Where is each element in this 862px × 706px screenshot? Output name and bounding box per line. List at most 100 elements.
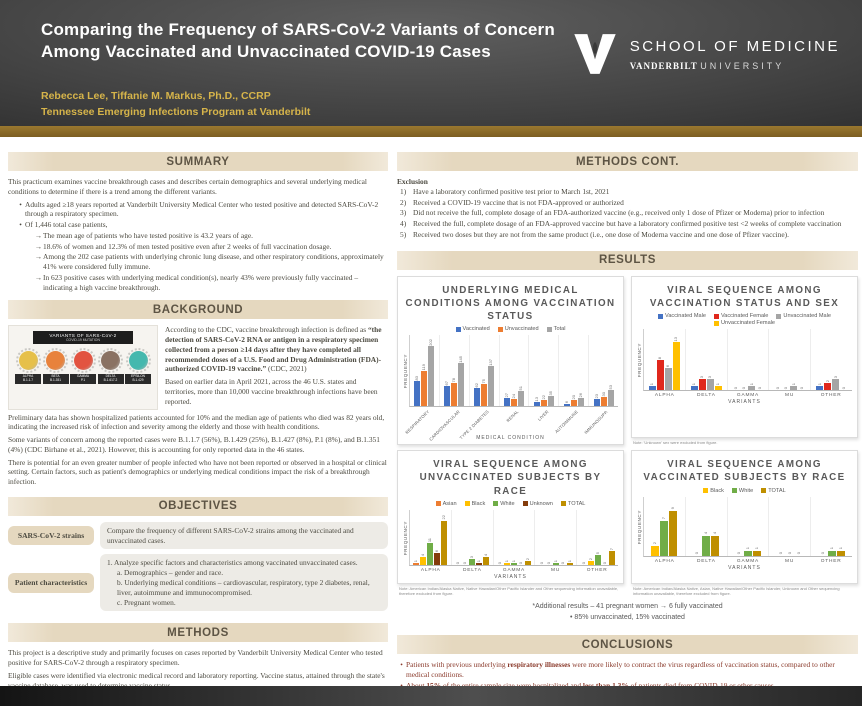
bar-wrap: 30 xyxy=(600,392,607,407)
x-axis-title: VARIANTS xyxy=(494,573,527,580)
bar-wrap: 3 xyxy=(832,376,840,391)
chart-title: VIRAL SEQUENCE AMONG VACCINATED SUBJECTS… xyxy=(643,459,846,484)
bar-wrap: 6 xyxy=(563,401,570,407)
bar-value-label: 0 xyxy=(819,552,825,555)
bar-wrap: 0 xyxy=(546,562,552,565)
list-marker: 4) xyxy=(400,219,407,229)
section-summary: SUMMARY This practicum examines vaccine … xyxy=(8,152,388,293)
bar-wrap: 83 xyxy=(414,376,421,407)
bar xyxy=(664,368,672,391)
bar xyxy=(593,399,600,407)
summary-list: • Adults aged ≥18 years reported at Vande… xyxy=(8,200,388,293)
bar xyxy=(711,535,720,556)
cdc-definition-paragraph: According to the CDC, vaccine breakthrou… xyxy=(165,325,388,374)
bar-value-label: 1 xyxy=(715,382,721,386)
x-axis-title: VARIANTS xyxy=(728,399,761,406)
bar xyxy=(790,386,798,391)
bar-value-label: 9 xyxy=(670,507,676,510)
bar-wrap: 0 xyxy=(777,552,785,555)
bar-wrap: 0 xyxy=(539,562,545,565)
bar-value-label: 1 xyxy=(790,382,796,386)
methods-para2: Eligible cases were identified via elect… xyxy=(8,670,385,690)
bar-value-label: 0 xyxy=(777,552,783,555)
bar xyxy=(533,402,540,407)
list-marker: → xyxy=(34,230,43,240)
list-item-text: Have a laboratory confirmed positive tes… xyxy=(413,186,610,196)
bar-value-label: 13 xyxy=(533,396,539,402)
bar-value-label: 0 xyxy=(601,561,607,564)
y-axis-label: FREQUENCY xyxy=(637,509,642,544)
legend-label: Unvaccinated xyxy=(504,326,539,333)
exclusion-item: 3) Did not receive the full, complete dos… xyxy=(397,208,858,218)
bar xyxy=(504,398,510,407)
virus-lineage: B.1.617.2 xyxy=(103,378,118,383)
background-side-text: According to the CDC, vaccine breakthrou… xyxy=(165,325,388,409)
x-axis-tick-text: RENAL xyxy=(505,409,520,424)
x-axis-tick-label: ALPHA xyxy=(410,566,452,573)
virus-lineage: B.1.1.7 xyxy=(22,378,34,383)
bar-value-label: 4 xyxy=(712,532,718,535)
bar-wrap: 0 xyxy=(819,552,827,555)
bar-wrap: 13 xyxy=(533,396,540,407)
x-axis-tick-text: MU xyxy=(551,567,561,573)
bar-wrap: 1 xyxy=(566,560,573,565)
objective-text-box: Compare the frequency of different SARS-… xyxy=(100,521,388,550)
x-axis-tick-text: OTHER xyxy=(586,567,608,573)
list-item-text: The mean age of patients who have tested… xyxy=(43,230,253,240)
text-run: About xyxy=(406,681,426,690)
bar xyxy=(476,562,483,565)
legend-item: Vaccinated Male xyxy=(658,313,706,319)
section-methods-cont: METHODS CONT. Exclusion 1) Have a laborat… xyxy=(397,152,858,244)
bar xyxy=(702,535,711,556)
bar-wrap: 78 xyxy=(451,378,458,407)
background-paragraphs: Preliminary data has shown hospitalized … xyxy=(8,413,388,487)
bar-value-label: 2 xyxy=(587,557,593,560)
list-item-text: Received the full, complete dosage of an… xyxy=(413,219,842,229)
bar-wrap: 11 xyxy=(427,538,434,565)
bar xyxy=(441,520,448,565)
bar xyxy=(503,562,510,565)
legend-label: Total xyxy=(553,326,566,333)
x-axis-tick-text: MU xyxy=(785,393,795,399)
y-axis-label: FREQUENCY xyxy=(403,354,408,389)
legend-label: White xyxy=(500,500,515,507)
chart-legend: Asian Black White Unknown TOTAL xyxy=(403,501,618,507)
summary-intro: This practicum examines vaccine breakthr… xyxy=(8,177,367,196)
bar-wrap: 137 xyxy=(488,359,495,407)
bar-wrap: 4 xyxy=(711,532,720,556)
x-axis-tick-text: OTHER xyxy=(820,393,842,399)
list-item-text: About 15% of the entire sample size were… xyxy=(406,681,775,691)
bar-value-label: 0 xyxy=(786,552,792,555)
bar-wrap: 145 xyxy=(458,356,465,407)
list-item-text: Adults aged ≥18 years reported at Vander… xyxy=(25,199,379,219)
poster-header: Comparing the Frequency of SARS-CoV-2 Va… xyxy=(0,0,862,126)
x-axis-labels: RESPIRATORY CARDIOVASCULAR TYPE 2 DIABETES… xyxy=(405,407,618,442)
bar xyxy=(563,404,570,407)
bar-wrap: 202 xyxy=(428,339,435,407)
virus-item: DELTA B.1.617.2 xyxy=(97,348,124,385)
legend-swatch xyxy=(455,326,461,332)
text-run: of patients died from COVID-19 or other … xyxy=(629,681,776,690)
bar xyxy=(690,386,698,391)
bar-value-label: 1 xyxy=(503,559,509,562)
x-axis-tick-text: DELTA xyxy=(697,393,716,399)
bar-value-label: 8 xyxy=(657,356,663,360)
legend-swatch xyxy=(658,313,663,319)
bar xyxy=(824,383,832,391)
bar-value-label: 0 xyxy=(795,552,801,555)
bar-value-label: 62 xyxy=(474,382,480,388)
section-background: BACKGROUND VARIANTS OF SARS-CoV-2 COVID-… xyxy=(8,300,388,489)
summary-item: → Among the 202 case patients with underl… xyxy=(8,252,388,272)
bar-wrap: 3 xyxy=(469,556,476,565)
bar-wrap: 6 xyxy=(664,365,672,391)
background-paragraph: Some variants of concern among the repor… xyxy=(8,435,380,454)
list-marker: • xyxy=(397,681,406,691)
bar-group: 6 20 26 xyxy=(559,335,590,407)
bar xyxy=(524,560,531,565)
bar-value-label: 1 xyxy=(510,559,516,562)
x-axis-tick-label: RENAL xyxy=(499,407,529,434)
bar xyxy=(547,396,554,407)
x-axis-tick-text: MU xyxy=(785,558,795,564)
